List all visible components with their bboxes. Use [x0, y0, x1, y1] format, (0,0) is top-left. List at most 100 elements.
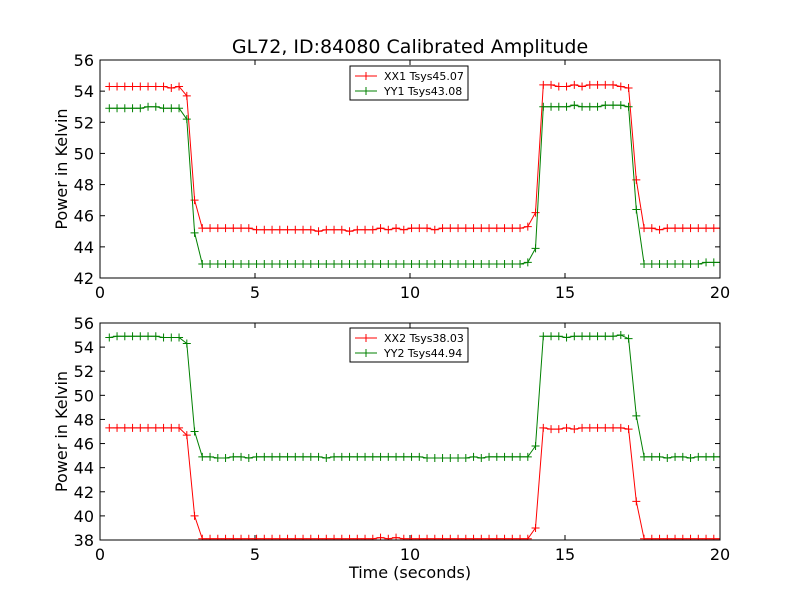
data-point [640, 259, 649, 268]
legend-box [349, 65, 469, 101]
data-point [353, 534, 362, 540]
data-point [213, 259, 222, 268]
data-point [523, 222, 532, 231]
data-point [554, 102, 563, 111]
data-point [655, 452, 664, 461]
data-point [244, 259, 253, 268]
x-tick-label: 0 [95, 545, 105, 564]
data-point [423, 534, 432, 540]
legend-label: YY1 Tsys43.08 [383, 85, 462, 98]
data-point [578, 82, 587, 91]
data-point [337, 259, 346, 268]
data-point [523, 258, 532, 267]
data-point [585, 423, 594, 432]
data-point [655, 225, 664, 234]
data-point [167, 84, 176, 93]
x-axis-label: Time (seconds) [348, 563, 471, 582]
data-point [492, 452, 501, 461]
data-point [128, 104, 137, 113]
y-tick-label: 50 [74, 144, 94, 163]
data-point [686, 224, 695, 233]
subplot-2: 0 5 10 15 20 38 40 42 44 46 48 50 52 54 56 Power in Kel… [52, 314, 730, 564]
data-point [547, 425, 556, 434]
data-point [159, 82, 168, 91]
data-point [407, 534, 416, 540]
data-point [182, 339, 191, 348]
y-tick-label: 38 [74, 531, 94, 550]
data-point [593, 332, 602, 341]
data-point [407, 224, 416, 233]
data-point [446, 259, 455, 268]
data-point [190, 228, 199, 237]
data-point [469, 452, 478, 461]
data-point [671, 224, 680, 233]
data-point [268, 452, 277, 461]
data-point [299, 225, 308, 234]
data-point [337, 452, 346, 461]
data-point [446, 224, 455, 233]
legend-marker [362, 87, 370, 95]
data-point [438, 534, 447, 540]
data-point [686, 454, 695, 463]
data-point [702, 224, 711, 233]
data-point [322, 534, 331, 540]
data-point [221, 259, 230, 268]
data-point [647, 259, 656, 268]
data-point [663, 259, 672, 268]
data-point [500, 224, 509, 233]
data-point [485, 259, 494, 268]
data-point [306, 225, 315, 234]
data-point [384, 534, 393, 540]
chart-title: GL72, ID:84080 Calibrated Amplitude [232, 36, 588, 58]
y-tick-label: 40 [74, 507, 94, 526]
data-point [128, 82, 137, 91]
data-point [508, 452, 517, 461]
data-point [678, 534, 687, 540]
data-point [268, 534, 277, 540]
data-point [120, 104, 129, 113]
data-point [454, 454, 463, 463]
y-tick-label: 44 [74, 459, 94, 478]
data-point [407, 259, 416, 268]
data-point [492, 259, 501, 268]
series-1 [105, 80, 720, 236]
data-point [539, 423, 548, 432]
x-tick-label: 20 [710, 283, 730, 302]
data-point [275, 452, 284, 461]
data-point [361, 225, 370, 234]
data-point [376, 533, 385, 540]
y-tick-label: 42 [74, 269, 94, 288]
data-point [492, 224, 501, 233]
data-point [508, 534, 517, 540]
y-tick-label: 48 [74, 410, 94, 429]
data-point [120, 423, 129, 432]
data-point [260, 259, 269, 268]
data-point [392, 452, 401, 461]
data-point [368, 534, 377, 540]
data-point [361, 534, 370, 540]
data-point [531, 441, 540, 450]
data-point [709, 534, 718, 540]
data-point [322, 259, 331, 268]
y-tick-label: 56 [74, 51, 94, 70]
x-tick-label: 5 [250, 545, 260, 564]
y-tick-label: 42 [74, 483, 94, 502]
data-point [376, 224, 385, 233]
data-point [291, 452, 300, 461]
data-point [260, 225, 269, 234]
data-point [206, 224, 215, 233]
data-point [159, 423, 168, 432]
data-point [237, 452, 246, 461]
data-point [647, 224, 656, 233]
data-point [717, 227, 720, 229]
data-point [632, 411, 641, 420]
data-point [105, 423, 114, 432]
subplot-1: 0 5 10 15 20 42 44 46 48 50 52 54 56 Power in Kelvin X… [52, 51, 730, 302]
x-tick-label: 20 [710, 545, 730, 564]
data-point [678, 259, 687, 268]
data-point [547, 80, 556, 89]
data-point [361, 452, 370, 461]
data-point [430, 454, 439, 463]
data-point [345, 452, 354, 461]
